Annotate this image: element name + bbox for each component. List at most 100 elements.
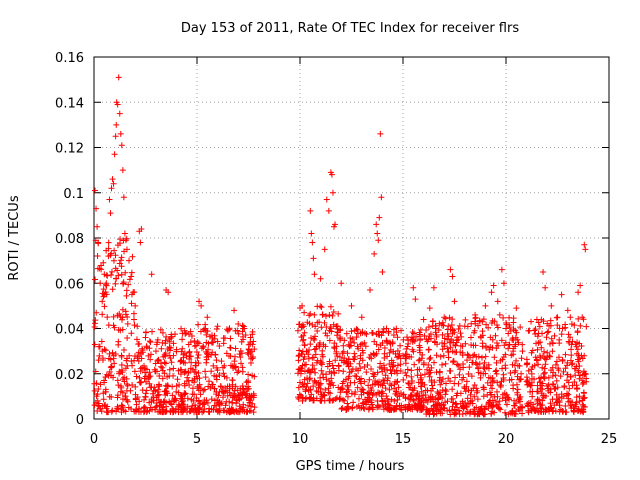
data-point (414, 390, 421, 397)
data-point (369, 370, 376, 377)
data-point (478, 403, 485, 410)
data-point (242, 391, 249, 398)
data-point (379, 382, 386, 389)
data-point (555, 365, 562, 372)
data-point (148, 271, 155, 278)
data-point (100, 396, 107, 403)
data-point (583, 378, 590, 385)
data-point (402, 369, 409, 376)
data-point (192, 369, 199, 376)
data-point (231, 358, 238, 365)
data-point (105, 253, 112, 260)
data-point (486, 389, 493, 396)
data-point (317, 397, 324, 404)
data-point (450, 358, 457, 365)
x-tick-label: 25 (601, 432, 618, 447)
data-point (166, 366, 173, 373)
data-point (374, 397, 381, 404)
data-point (195, 397, 202, 404)
data-point (132, 383, 139, 390)
data-point (338, 385, 345, 392)
data-point (191, 379, 198, 386)
data-point (370, 390, 377, 397)
data-point (178, 395, 185, 402)
data-point (333, 348, 340, 355)
data-point (175, 389, 182, 396)
data-point (106, 368, 113, 375)
data-point (97, 405, 104, 412)
data-point (387, 339, 394, 346)
data-point (444, 398, 451, 405)
data-point (490, 377, 497, 384)
data-point (188, 333, 195, 340)
data-point (380, 377, 387, 384)
data-point (436, 377, 443, 384)
data-point (180, 407, 187, 414)
data-point (368, 397, 375, 404)
data-point (334, 353, 341, 360)
data-point (118, 254, 125, 261)
data-point (370, 350, 377, 357)
data-point (395, 353, 402, 360)
data-point (531, 362, 538, 369)
data-point (457, 366, 464, 373)
data-point (411, 361, 418, 368)
data-point (114, 394, 121, 401)
data-point (408, 373, 415, 380)
data-point (421, 332, 428, 339)
data-point (477, 374, 484, 381)
data-point (130, 310, 137, 317)
data-point (430, 402, 437, 409)
data-point (543, 334, 550, 341)
data-point (122, 365, 129, 372)
data-point (343, 406, 350, 413)
data-point (493, 370, 500, 377)
data-point (508, 352, 515, 359)
data-point (349, 335, 356, 342)
data-point (580, 403, 587, 410)
data-point (220, 394, 227, 401)
data-point (315, 379, 322, 386)
data-point (439, 319, 446, 326)
data-point (307, 310, 314, 317)
data-point (527, 388, 534, 395)
data-point (467, 391, 474, 398)
data-point (182, 390, 189, 397)
data-point (321, 391, 328, 398)
data-point (103, 405, 110, 412)
data-point (129, 381, 136, 388)
data-point (511, 343, 518, 350)
data-point (326, 337, 333, 344)
data-point (310, 383, 317, 390)
data-point (122, 311, 129, 318)
data-point (95, 239, 102, 246)
data-point (226, 389, 233, 396)
x-tick-label: 20 (498, 432, 515, 447)
data-point (310, 354, 317, 361)
data-point (234, 369, 241, 376)
data-point (475, 365, 482, 372)
data-point (403, 372, 410, 379)
data-point (382, 385, 389, 392)
data-point (113, 408, 120, 415)
data-point (502, 339, 509, 346)
data-point (311, 311, 318, 318)
data-point (457, 400, 464, 407)
data-point (567, 357, 574, 364)
data-point (232, 345, 239, 352)
data-point (100, 259, 107, 266)
data-point (108, 372, 115, 379)
data-point (132, 302, 139, 309)
data-point (119, 167, 126, 174)
data-point (159, 329, 166, 336)
data-point (141, 396, 148, 403)
data-point (439, 410, 446, 417)
data-point (580, 409, 587, 416)
data-point (221, 373, 228, 380)
data-point (537, 339, 544, 346)
data-point (434, 341, 441, 348)
data-point (513, 329, 520, 336)
data-point (197, 385, 204, 392)
y-axis-label: ROTI / TECUs (7, 195, 22, 280)
data-point (354, 326, 361, 333)
